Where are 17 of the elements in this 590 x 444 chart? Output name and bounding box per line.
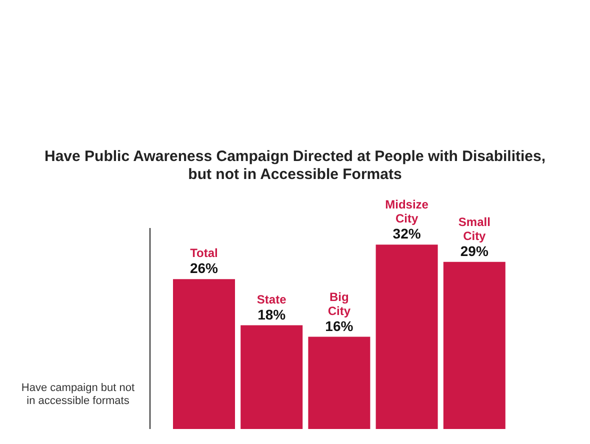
- x-tick-label: Total: [190, 246, 218, 260]
- data-label: 16%: [325, 318, 354, 334]
- x-tick-label: State: [256, 292, 287, 306]
- x-tick-label: Midsize City: [385, 198, 429, 226]
- bar: [240, 325, 303, 429]
- data-label: 26%: [190, 260, 219, 276]
- chart-title: Have Public Awareness Campaign Directed at People with Disabilities, but not in Accessible Formats: [44, 148, 546, 184]
- bar: [173, 279, 235, 429]
- data-label: 18%: [258, 306, 286, 322]
- bar: [376, 244, 438, 429]
- bar: [308, 336, 370, 429]
- data-label: 29%: [460, 242, 489, 259]
- x-tick-label: Small City: [458, 214, 490, 243]
- x-tick-label: Big City: [328, 290, 351, 318]
- x-axis-title: Have campaign but not in accessible formats: [20, 382, 136, 408]
- bar: [443, 262, 506, 429]
- data-label: 32%: [392, 226, 422, 242]
